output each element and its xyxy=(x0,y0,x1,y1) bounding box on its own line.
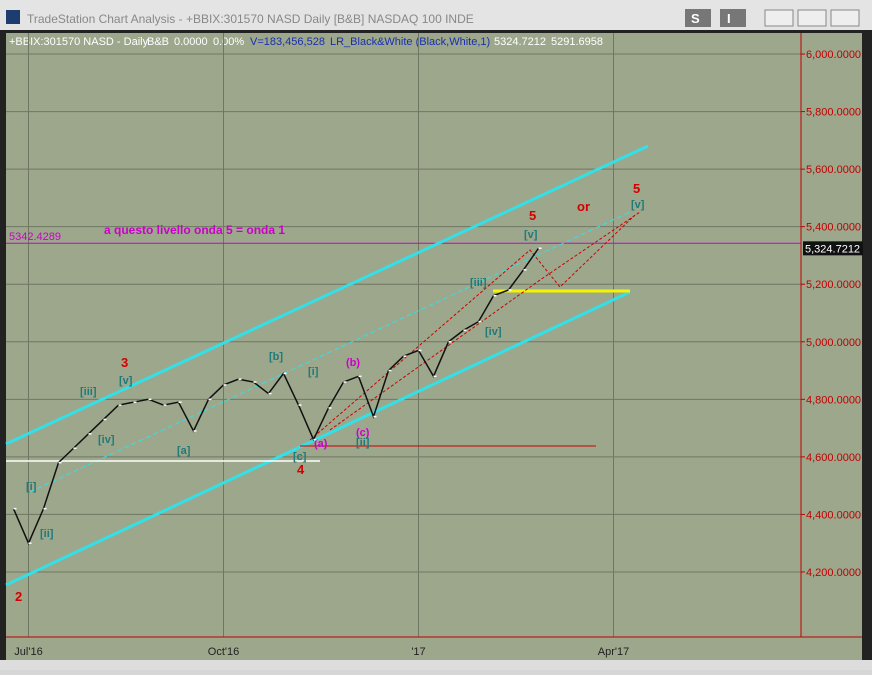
annotation: [v] xyxy=(631,199,645,211)
x-tick-label: Apr'17 xyxy=(598,646,629,658)
annotations: a questo livello onda 5 = onda 1 3 [iii]… xyxy=(15,181,645,604)
last: 5324.7212 xyxy=(494,36,546,48)
plot xyxy=(12,247,542,546)
annotation: (c) xyxy=(356,427,370,439)
annotation: [iv] xyxy=(98,434,115,446)
level-label: 5342.4289 xyxy=(9,231,61,243)
annotation: a questo livello onda 5 = onda 1 xyxy=(104,223,285,237)
annotation: [a] xyxy=(177,445,191,457)
annotation: [ii] xyxy=(40,528,54,540)
annotation: [i] xyxy=(308,366,319,378)
y-tick-label: 5,200.0000 xyxy=(806,279,861,291)
app-icon xyxy=(6,10,20,24)
study: LR_Black&White (Black,White,1) xyxy=(330,36,490,48)
annotation: 3 xyxy=(121,355,128,370)
i-button-label[interactable]: I xyxy=(727,11,731,26)
annotation: 4 xyxy=(297,462,305,477)
annotation: (a) xyxy=(314,438,328,450)
annotation: [iv] xyxy=(485,326,502,338)
annotation: 2 xyxy=(15,589,22,604)
minimize-button[interactable] xyxy=(764,9,794,27)
annotation: [c] xyxy=(293,451,307,463)
price-line xyxy=(12,247,540,546)
annotation: [i] xyxy=(26,481,37,493)
grid: 4,200.0000 4,400.0000 4,600.0000 4,800.0000… xyxy=(6,33,863,658)
lower-channel xyxy=(5,290,631,587)
y-tick-label: 5,600.0000 xyxy=(806,164,861,176)
annotation: [iii] xyxy=(80,386,97,398)
y-tick-label: 5,400.0000 xyxy=(806,222,861,234)
annotation: (b) xyxy=(346,357,360,369)
annotation: [ii] xyxy=(356,437,370,449)
window-title: TradeStation Chart Analysis - +BBIX:3015… xyxy=(27,12,474,26)
y-tick-label: 4,200.0000 xyxy=(806,567,861,579)
x-tick-label: Jul'16 xyxy=(14,646,42,658)
style: B&B xyxy=(147,36,169,48)
y-tick-label: 5,000.0000 xyxy=(806,337,861,349)
y-tick-label: 4,800.0000 xyxy=(806,394,861,406)
x-tick-label: Oct'16 xyxy=(208,646,239,658)
symbol: +BBIX:301570 NASD - Daily xyxy=(9,36,149,48)
upper-channel xyxy=(5,144,649,446)
y-tick-label: 4,400.0000 xyxy=(806,509,861,521)
annotation: [iii] xyxy=(470,277,487,289)
y-tick-label: 6,000.0000 xyxy=(806,49,861,61)
annotation: 5 xyxy=(633,181,640,196)
scrollbar[interactable] xyxy=(0,660,872,670)
mid-channel xyxy=(29,211,631,493)
header: +BBIX:301570 NASD - Daily B&B 0.0000 0.0… xyxy=(9,36,603,48)
s-button[interactable] xyxy=(685,9,711,27)
drawings xyxy=(5,144,649,587)
last-price-box xyxy=(803,241,863,256)
annotation: or xyxy=(577,199,590,214)
i-button[interactable] xyxy=(720,9,746,27)
y-tick-label: 4,600.0000 xyxy=(806,452,861,464)
last-price-label: 5,324.7212 xyxy=(805,243,860,255)
annotation: [v] xyxy=(524,229,538,241)
annotation: [b] xyxy=(269,351,283,363)
volume: V=183,456,528 xyxy=(250,36,325,48)
s-button-label[interactable]: S xyxy=(691,11,700,26)
change-pct: 0.00% xyxy=(213,36,244,48)
change: 0.0000 xyxy=(174,36,208,48)
x-tick-label: '17 xyxy=(411,646,425,658)
plot-area xyxy=(6,33,862,660)
prev: 5291.6958 xyxy=(551,36,603,48)
close-button[interactable] xyxy=(830,9,860,27)
annotation: [v] xyxy=(119,375,133,387)
red-dashed xyxy=(309,214,636,441)
maximize-button[interactable] xyxy=(797,9,827,27)
red-dashed xyxy=(329,211,641,431)
y-tick-label: 5,800.0000 xyxy=(806,107,861,119)
annotation: 5 xyxy=(529,208,536,223)
